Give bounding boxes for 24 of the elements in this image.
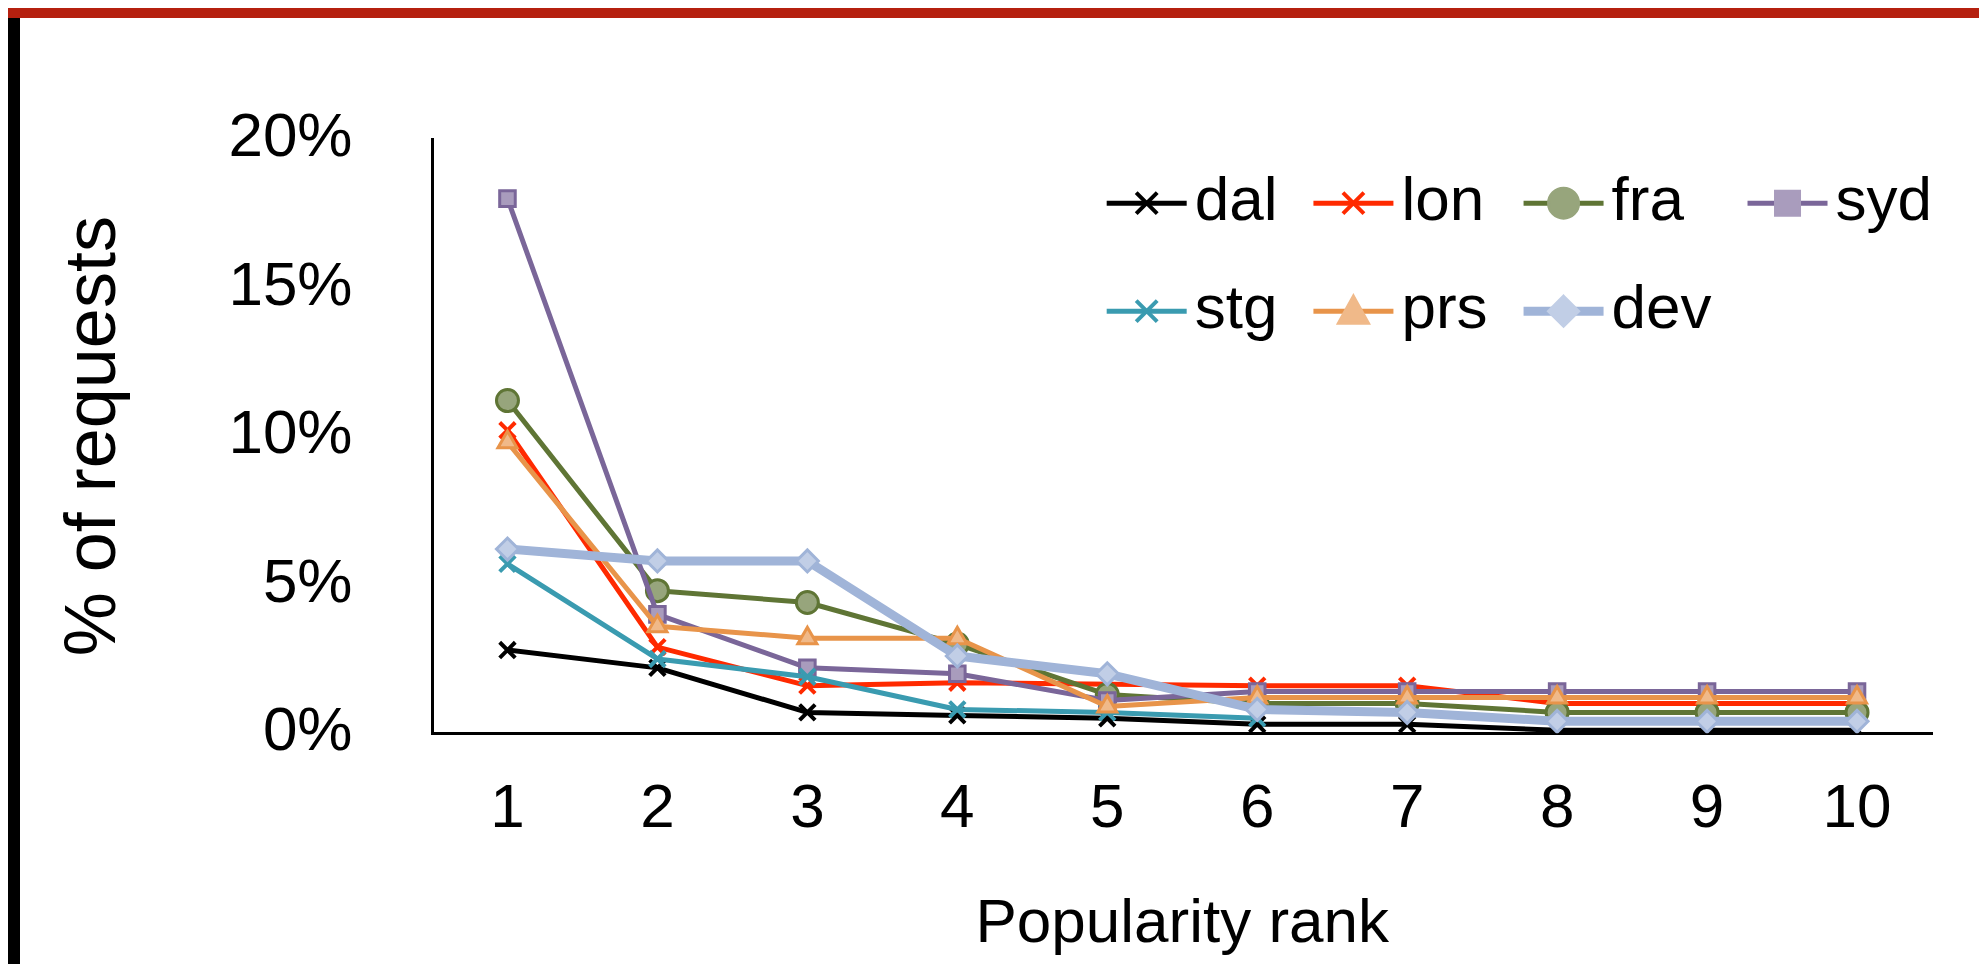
legend-label: dal <box>1194 164 1278 234</box>
x-tick-label: 3 <box>790 771 825 841</box>
x-tick-label: 8 <box>1539 771 1575 841</box>
y-tick-label: 5% <box>262 545 353 615</box>
x-tick-label: 1 <box>490 771 525 841</box>
legend-label: syd <box>1835 164 1932 234</box>
x-tick-label: 6 <box>1239 771 1275 841</box>
x-tick-label: 2 <box>640 771 675 841</box>
y-tick-label: 10% <box>228 397 353 467</box>
legend-label: fra <box>1611 164 1685 234</box>
legend-label: dev <box>1611 272 1712 342</box>
legend-label: lon <box>1401 164 1485 234</box>
y-tick-label: 15% <box>228 248 353 318</box>
y-tick-label: 0% <box>262 694 353 764</box>
x-axis-title: Popularity rank <box>975 885 1391 955</box>
y-axis-title: % of requests <box>50 216 131 657</box>
x-tick-label: 5 <box>1090 771 1125 841</box>
y-tick-label: 20% <box>228 100 353 170</box>
x-tick-label: 4 <box>940 771 975 841</box>
x-tick-label: 7 <box>1389 771 1425 841</box>
legend-label: prs <box>1401 272 1488 342</box>
x-tick-label: 10 <box>1822 771 1892 841</box>
legend-label: stg <box>1194 272 1278 342</box>
x-tick-label: 9 <box>1689 771 1725 841</box>
